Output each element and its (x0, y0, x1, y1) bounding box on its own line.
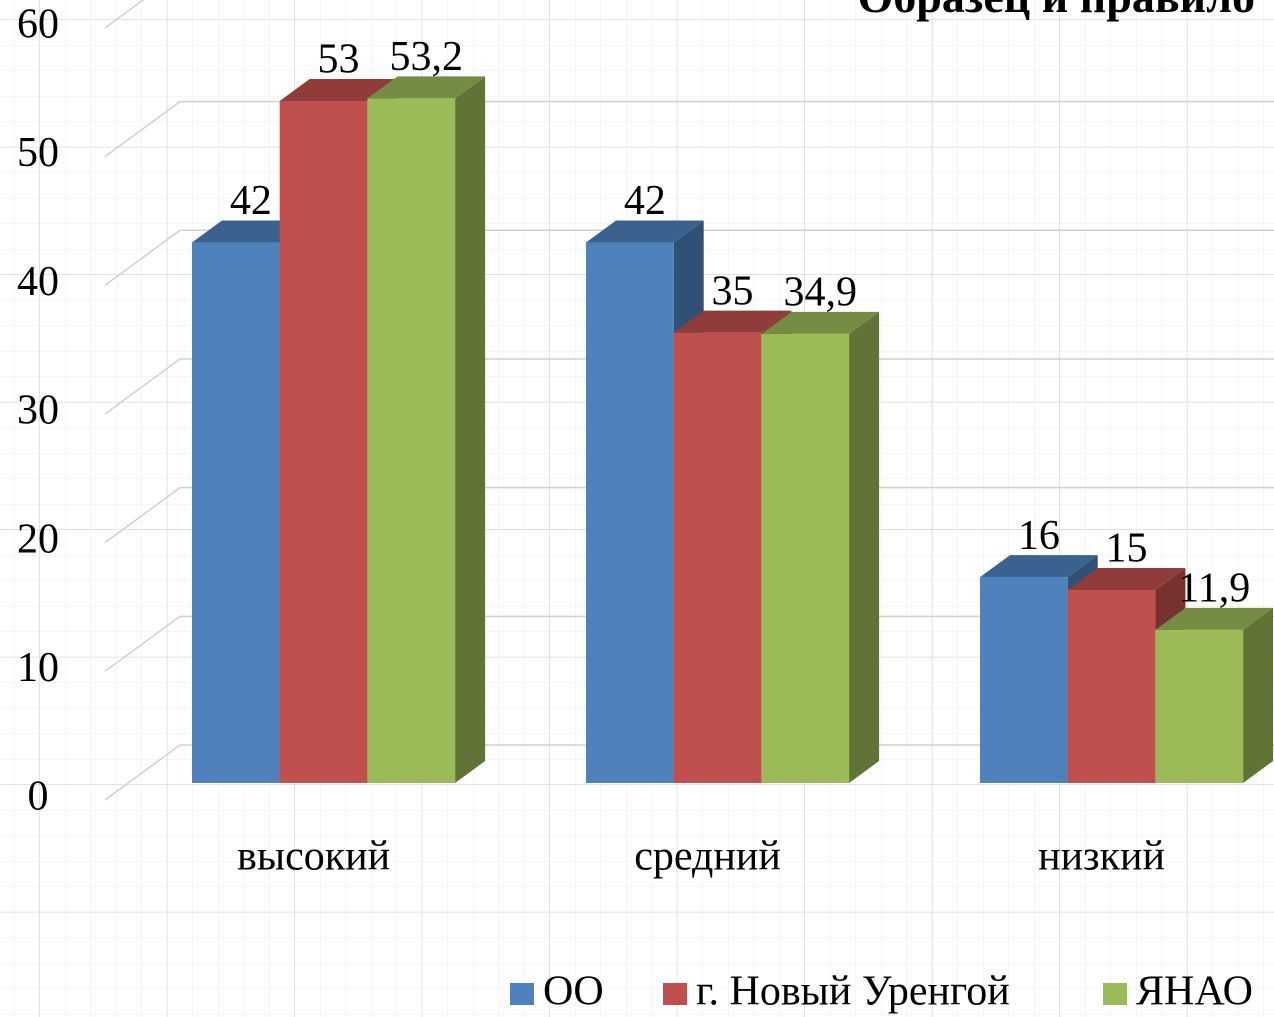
bar (279, 101, 368, 783)
legend-swatch (1103, 983, 1127, 1005)
data-label: 11,9 (1178, 566, 1250, 612)
data-label: 34,9 (784, 270, 858, 316)
bar-top (367, 76, 486, 99)
bar-side (455, 76, 486, 784)
data-label: 53 (318, 37, 360, 83)
y-tick-label: 60 (17, 2, 59, 48)
bar-top (279, 79, 398, 101)
data-label: 35 (712, 268, 754, 314)
chart-title: Образец и правило (857, 0, 1255, 22)
y-tick-label: 30 (17, 388, 59, 434)
x-tick-label: низкий (1038, 834, 1165, 880)
bar (761, 333, 850, 783)
bar (980, 577, 1068, 783)
bar-side (849, 311, 880, 783)
bar (586, 242, 674, 783)
y-tick-label: 20 (17, 516, 59, 562)
grid-line (104, 615, 181, 672)
bar (367, 98, 456, 784)
bar (1155, 629, 1244, 783)
bar-top (673, 310, 792, 333)
bar (192, 242, 280, 783)
legend-swatch (510, 983, 534, 1005)
legend-swatch (663, 983, 687, 1005)
legend-label: ЯНАО (1136, 969, 1253, 1015)
legend-label: ОО (543, 969, 604, 1015)
data-label: 42 (230, 178, 272, 224)
bar-top (1155, 607, 1274, 630)
data-label: 16 (1018, 513, 1060, 559)
data-label: 53,2 (390, 34, 464, 80)
grid-line (104, 487, 181, 544)
x-tick-label: высокий (237, 834, 390, 880)
grid-line (104, 100, 181, 158)
y-tick-label: 50 (17, 130, 59, 176)
bar-top (980, 555, 1098, 578)
legend-label: г. Новый Уренгой (696, 969, 1010, 1015)
grid-line (104, 744, 181, 801)
y-tick-label: 40 (17, 259, 59, 305)
bar (1067, 589, 1156, 783)
y-tick-label: 10 (17, 645, 59, 691)
bar-top (761, 311, 880, 334)
data-label: 15 (1106, 526, 1148, 572)
grid-line (104, 358, 181, 415)
y-tick-label: 0 (28, 774, 49, 820)
grid-line (104, 0, 145, 29)
data-label: 42 (624, 178, 666, 224)
bar-top (1067, 567, 1186, 590)
grid-line (104, 229, 181, 286)
x-tick-label: средний (634, 834, 781, 880)
bar (673, 332, 762, 783)
bar-top (586, 220, 704, 243)
bar-side (1243, 607, 1274, 783)
